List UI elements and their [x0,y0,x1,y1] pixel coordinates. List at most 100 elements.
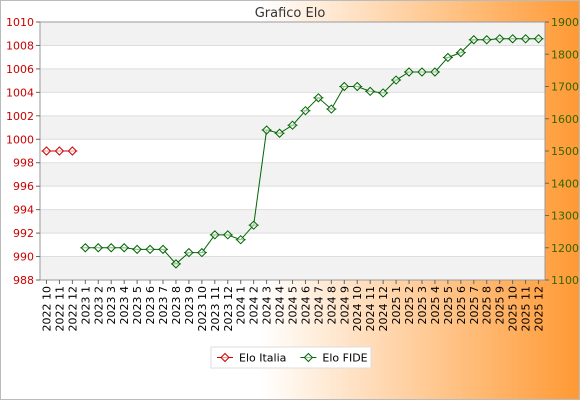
data-point [494,34,505,44]
x-tick-label: 2024 7 [312,286,325,325]
data-point [248,220,259,230]
data-point [443,52,453,63]
y-left-tick-label: 1004 [6,86,34,99]
x-tick-label: 2024 4 [274,286,287,325]
x-tick-label: 2025 4 [429,286,442,325]
x-tick-label: 2022 11 [53,286,66,332]
data-point [145,244,155,255]
data-point [41,146,52,156]
y-left-tick-label: 992 [13,227,34,240]
x-tick-label: 2025 11 [520,286,533,332]
legend-entry-label: Elo FIDE [322,352,367,365]
data-point [507,34,518,44]
x-tick-label: 2025 6 [455,286,468,325]
grid-band [40,256,545,280]
legend-box [210,346,372,369]
data-point [339,81,350,92]
y-right-tick-label: 1300 [551,210,579,223]
data-point [80,243,91,253]
grid-band [40,209,545,234]
x-tick-label: 2024 1 [235,286,248,325]
y-left-tick-label: 1010 [6,16,34,29]
x-tick-label: 2023 9 [183,286,196,325]
x-tick-label: 2025 3 [416,286,429,325]
x-tick-label: 2023 11 [209,286,222,332]
x-tick-label: 2025 12 [533,286,546,332]
x-tick-label: 2025 7 [468,286,481,325]
y-right-tick-label: 1200 [551,242,579,255]
data-point [223,230,233,240]
data-point [261,125,272,135]
chart-title: Grafico Elo [255,6,326,21]
grid-band [40,162,545,187]
y-right-tick-label: 1500 [551,145,579,158]
x-tick-label: 2022 10 [40,286,53,332]
data-point [184,247,194,258]
data-point [300,105,311,116]
data-point [67,146,78,156]
data-point [93,243,103,253]
data-point [378,88,388,98]
grid-band [40,22,545,46]
y-left-tick-label: 996 [13,180,34,193]
x-tick-label: 2024 8 [325,286,338,325]
y-right-tick-label: 1400 [551,177,579,190]
data-point [210,230,220,240]
data-point [326,104,337,114]
data-point [119,243,129,253]
x-tick-label: 2023 12 [222,286,235,332]
y-left-tick-label: 998 [13,157,34,170]
data-point [197,247,207,258]
x-tick-label: 2024 6 [299,286,312,325]
data-point [171,259,181,269]
data-point [352,81,362,92]
data-point [235,234,246,245]
x-tick-label: 2023 1 [79,286,92,325]
y-left-tick-label: 988 [13,274,34,287]
y-left-tick-label: 1006 [6,63,34,76]
x-tick-label: 2023 5 [131,286,144,325]
x-tick-label: 2024 10 [351,286,364,332]
data-point [274,128,285,138]
x-tick-label: 2023 6 [144,286,157,325]
data-point [158,244,168,255]
y-right-tick-label: 1700 [551,81,579,94]
data-point [533,34,544,44]
data-point [417,67,427,77]
y-left-tick-label: 1008 [6,39,34,52]
x-tick-label: 2025 2 [403,286,416,325]
grid-band [40,68,545,93]
y-left-tick-label: 994 [13,204,34,217]
x-tick-label: 2022 12 [66,286,79,332]
x-tick-label: 2025 9 [494,286,507,325]
x-tick-label: 2024 12 [377,286,390,332]
x-tick-label: 2025 1 [390,286,403,325]
x-tick-label: 2023 4 [118,286,131,325]
y-left-tick-label: 1002 [6,110,34,123]
data-point [106,243,116,253]
x-tick-label: 2023 7 [157,286,170,325]
y-right-tick-label: 1800 [551,48,579,61]
data-point [365,86,375,97]
x-tick-label: 2024 3 [261,286,274,325]
x-tick-label: 2023 10 [196,286,209,332]
legend-swatch-marker [220,352,230,363]
x-tick-label: 2024 5 [287,286,300,325]
x-tick-label: 2025 10 [507,286,520,332]
x-tick-label: 2023 3 [105,286,118,325]
data-point [287,120,298,130]
x-tick-label: 2025 5 [442,286,455,325]
data-point [482,35,492,45]
data-point [313,93,324,103]
y-right-tick-label: 1900 [551,16,579,29]
data-point [391,75,401,85]
y-left-tick-label: 1000 [6,133,34,146]
x-tick-label: 2024 11 [364,286,377,332]
x-tick-label: 2025 8 [481,286,494,325]
data-point [469,35,479,45]
y-right-tick-label: 1600 [551,113,579,126]
x-tick-label: 2024 2 [248,286,261,325]
y-left-tick-label: 990 [13,251,34,264]
